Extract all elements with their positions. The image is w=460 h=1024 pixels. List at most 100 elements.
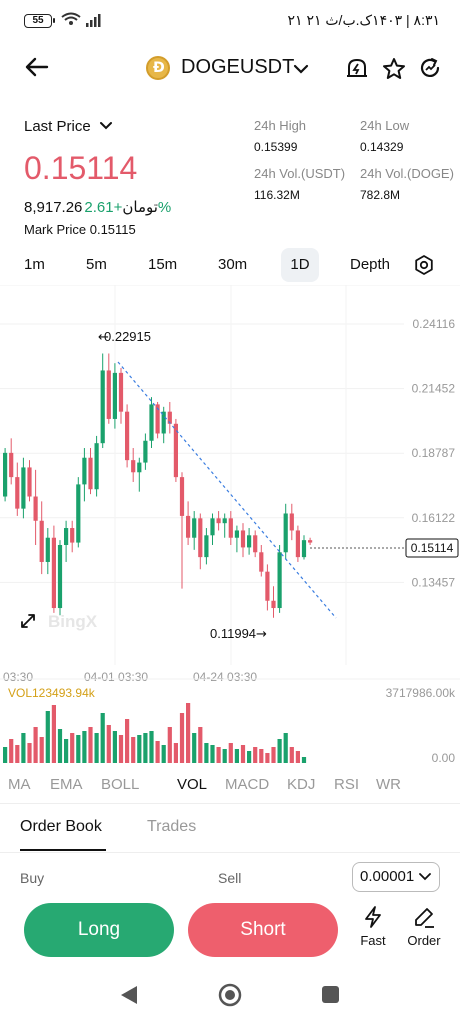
- candle-body: [39, 520, 44, 562]
- precision-select[interactable]: 0.00001: [352, 862, 440, 892]
- short-button[interactable]: Short: [188, 903, 338, 957]
- candle-body: [179, 477, 185, 516]
- volume-bar: [118, 735, 124, 763]
- candle-body: [247, 535, 252, 548]
- volume-bar: [125, 719, 130, 763]
- price-tick-label: 0.18787: [412, 446, 456, 460]
- stat-low-label: 24h Low: [360, 118, 410, 133]
- tab-order-book[interactable]: Order Book: [20, 818, 102, 835]
- star-icon[interactable]: [381, 56, 407, 82]
- order-button[interactable]: Order: [402, 905, 446, 948]
- stat-high-label: 24h High: [254, 118, 307, 133]
- active-tab-indicator: [20, 849, 106, 851]
- current-price-label: 0.15114: [411, 541, 454, 555]
- indicator-vol[interactable]: VOL: [177, 776, 208, 793]
- volume-bar: [106, 725, 111, 763]
- current-price-tag: [405, 538, 459, 558]
- chevron-down-icon[interactable]: [98, 118, 114, 134]
- volume-axis-max: 3717986.00k: [386, 686, 456, 700]
- candle-body: [271, 600, 276, 609]
- volume-bar: [161, 745, 166, 763]
- time-axis: 03:30 04-01 03:30 04-24 03:30: [3, 670, 257, 684]
- volume-bar: [173, 743, 178, 763]
- volume-bar: [216, 747, 221, 763]
- timeframe-bar: 1m 5m 15m 30m 1D Depth: [0, 248, 460, 284]
- volume-bar: [3, 747, 8, 763]
- fast-button[interactable]: Fast: [351, 905, 395, 948]
- candle-body: [76, 484, 81, 543]
- candle-body: [216, 518, 221, 524]
- indicator-macd[interactable]: MACD: [225, 776, 270, 793]
- volume-bar: [247, 751, 252, 763]
- candlestick-chart[interactable]: BingX 0.24116 0.21452 0.18787 0.16122 0.1345…: [0, 285, 460, 765]
- candle-body: [295, 530, 300, 558]
- timeframe-15m[interactable]: 15m: [148, 256, 178, 273]
- long-button[interactable]: Long: [24, 903, 174, 957]
- volume-bars: [3, 703, 307, 763]
- volume-bar: [265, 753, 270, 763]
- candle-body: [64, 528, 69, 545]
- chart-settings-icon[interactable]: [413, 254, 435, 276]
- timeframe-1m[interactable]: 1m: [24, 256, 45, 273]
- timeframe-5m[interactable]: 5m: [86, 256, 107, 273]
- volume-bar: [88, 727, 93, 763]
- candle-body: [57, 545, 63, 609]
- volume-bar: [271, 747, 276, 763]
- expand-icon: [21, 614, 35, 628]
- nav-home-icon[interactable]: [218, 983, 242, 1007]
- volume-bar: [15, 745, 20, 763]
- indicator-kdj[interactable]: KDJ: [287, 776, 316, 793]
- candle-body: [210, 518, 215, 536]
- timeframe-depth[interactable]: Depth: [350, 256, 391, 273]
- nav-back-icon[interactable]: [121, 986, 137, 1004]
- divider: [0, 803, 460, 804]
- indicator-ema[interactable]: EMA: [50, 776, 83, 793]
- back-arrow-icon[interactable]: [22, 52, 52, 82]
- alert-bell-icon[interactable]: [344, 56, 370, 82]
- time-tick-label: 04-24 03:30: [193, 670, 257, 684]
- volume-bar: [149, 731, 154, 763]
- volume-bar: [253, 747, 258, 763]
- candle-body: [21, 467, 26, 509]
- volume-bar: [186, 703, 191, 763]
- indicator-boll[interactable]: BOLL: [101, 776, 140, 793]
- last-price-label[interactable]: Last Price: [24, 118, 91, 135]
- indicator-wr[interactable]: WR: [376, 776, 401, 793]
- chevron-down-icon[interactable]: [292, 60, 310, 78]
- price-tick-label: 0.21452: [412, 382, 456, 396]
- stat-vol-usdt-label: 24h Vol.(USDT): [254, 166, 346, 181]
- candle-body: [88, 457, 93, 490]
- stat-vol-usdt-value: 116.32M: [254, 188, 300, 202]
- timeframe-30m[interactable]: 30m: [218, 256, 248, 273]
- volume-bar: [94, 733, 99, 763]
- candle-body: [289, 513, 294, 531]
- candle-body: [173, 423, 178, 478]
- pair-title[interactable]: DOGEUSDT: [181, 56, 295, 78]
- candle-body: [137, 462, 142, 473]
- nav-recents-icon[interactable]: [322, 986, 339, 1003]
- indicator-rsi[interactable]: RSI: [334, 776, 360, 793]
- refresh-icon[interactable]: [417, 56, 443, 82]
- timeframe-1d[interactable]: 1D: [281, 248, 319, 282]
- toman-price: 8,917.26تومان+2.61%: [24, 198, 171, 216]
- indicator-tabs: MA EMA BOLL VOL MACD KDJ RSI WR: [0, 772, 460, 798]
- volume-bar: [167, 727, 172, 763]
- buy-column-label: Buy: [20, 870, 45, 886]
- candle-body: [70, 528, 75, 543]
- low-annotation-arrow: →: [256, 627, 267, 642]
- stat-vol-doge-value: 782.8M: [360, 188, 401, 202]
- high-annotation: 0.22915: [104, 329, 151, 344]
- price-tick-label: 0.24116: [413, 317, 456, 331]
- volume-bar: [240, 745, 246, 763]
- volume-bar: [100, 713, 105, 763]
- volume-bar: [51, 705, 56, 763]
- indicator-ma[interactable]: MA: [8, 776, 31, 793]
- volume-bar: [137, 735, 142, 763]
- pen-icon: [415, 908, 434, 928]
- time-tick-label: 03:30: [3, 670, 33, 684]
- volume-bar: [39, 737, 44, 763]
- tab-trades[interactable]: Trades: [147, 818, 197, 835]
- candle-body: [131, 460, 136, 473]
- volume-bar: [27, 743, 32, 763]
- chart-time-grid: [114, 285, 347, 665]
